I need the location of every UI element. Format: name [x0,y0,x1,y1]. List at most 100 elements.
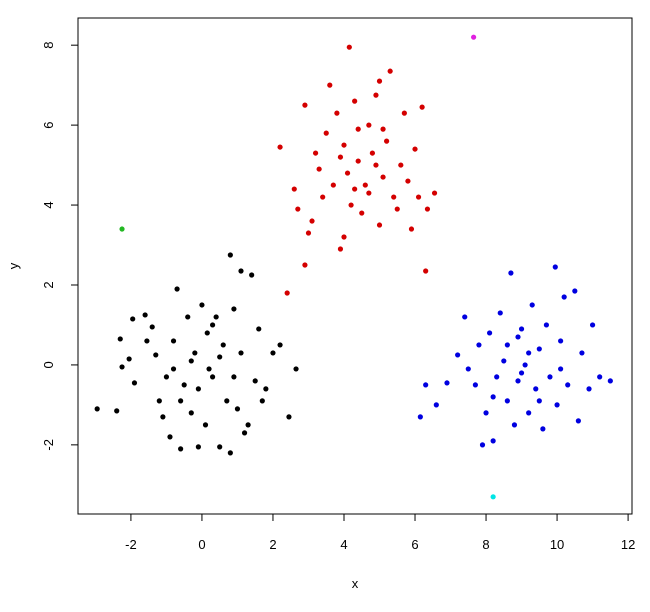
point [309,218,315,224]
point [417,414,423,420]
point [153,352,159,358]
point [533,386,539,392]
point [558,366,564,372]
point [163,374,170,380]
point [330,182,336,188]
point [241,430,248,436]
x-tick-label: -2 [125,537,137,552]
point [490,494,496,500]
point [515,334,521,340]
point [238,268,244,274]
point [572,288,578,294]
x-tick-label: 12 [621,537,635,552]
point [174,286,180,292]
point [185,314,191,320]
point [341,234,347,240]
point [316,166,322,172]
point [543,322,550,328]
point [195,386,201,392]
x-tick-label: 2 [269,537,276,552]
point [415,194,422,200]
point [119,364,125,370]
x-tick-label: 10 [550,537,564,552]
y-tick-label: 8 [41,42,56,49]
point [465,366,471,372]
point [472,382,478,388]
point [160,414,166,420]
point [369,150,376,156]
point [373,92,379,98]
point [346,44,352,50]
point [245,422,251,428]
point [224,398,230,404]
point [504,342,510,348]
point [394,206,400,212]
point [387,68,393,74]
point [586,386,592,392]
point [444,380,450,386]
point [490,438,496,444]
point [547,374,553,380]
point [334,110,340,116]
point [419,104,425,110]
point [94,406,100,412]
point [352,98,358,104]
point [405,178,411,184]
point [188,410,194,416]
point [209,374,216,380]
point [431,190,438,196]
point [536,346,542,352]
point [170,338,177,344]
point [423,382,429,388]
y-axis-label: y [6,262,21,269]
point [497,310,503,316]
point [522,362,528,368]
point [380,174,386,180]
point [579,350,585,356]
point [373,162,379,168]
y-tick-label: 6 [41,121,56,128]
point [119,226,125,232]
point [227,252,233,258]
point [376,78,383,84]
point [384,138,390,144]
point [575,418,581,424]
point [518,370,525,376]
point [295,206,301,212]
point [167,434,173,440]
point [144,338,150,344]
plot-frame [77,17,633,515]
x-tick-label: 6 [411,537,418,552]
point [352,186,358,192]
point [462,314,468,320]
point [355,126,361,132]
point [476,342,482,348]
point [398,162,404,168]
point [302,102,308,108]
point [362,182,368,188]
point [501,358,507,364]
point [234,406,241,412]
point [195,444,201,450]
point [380,126,386,132]
point [355,158,361,164]
point [511,422,518,428]
point [597,374,603,380]
y-tick-label: -2 [41,439,56,451]
point [249,272,255,278]
point [412,146,418,152]
point [558,338,564,344]
point [220,342,226,348]
point [490,394,496,400]
point [471,34,477,40]
point [529,302,535,308]
point [515,378,521,384]
point [263,386,269,392]
y-tick-label: 0 [41,361,56,368]
point [526,410,532,416]
x-tick-label: 4 [340,537,347,552]
point [607,378,613,384]
point [277,144,283,150]
point [565,382,571,388]
